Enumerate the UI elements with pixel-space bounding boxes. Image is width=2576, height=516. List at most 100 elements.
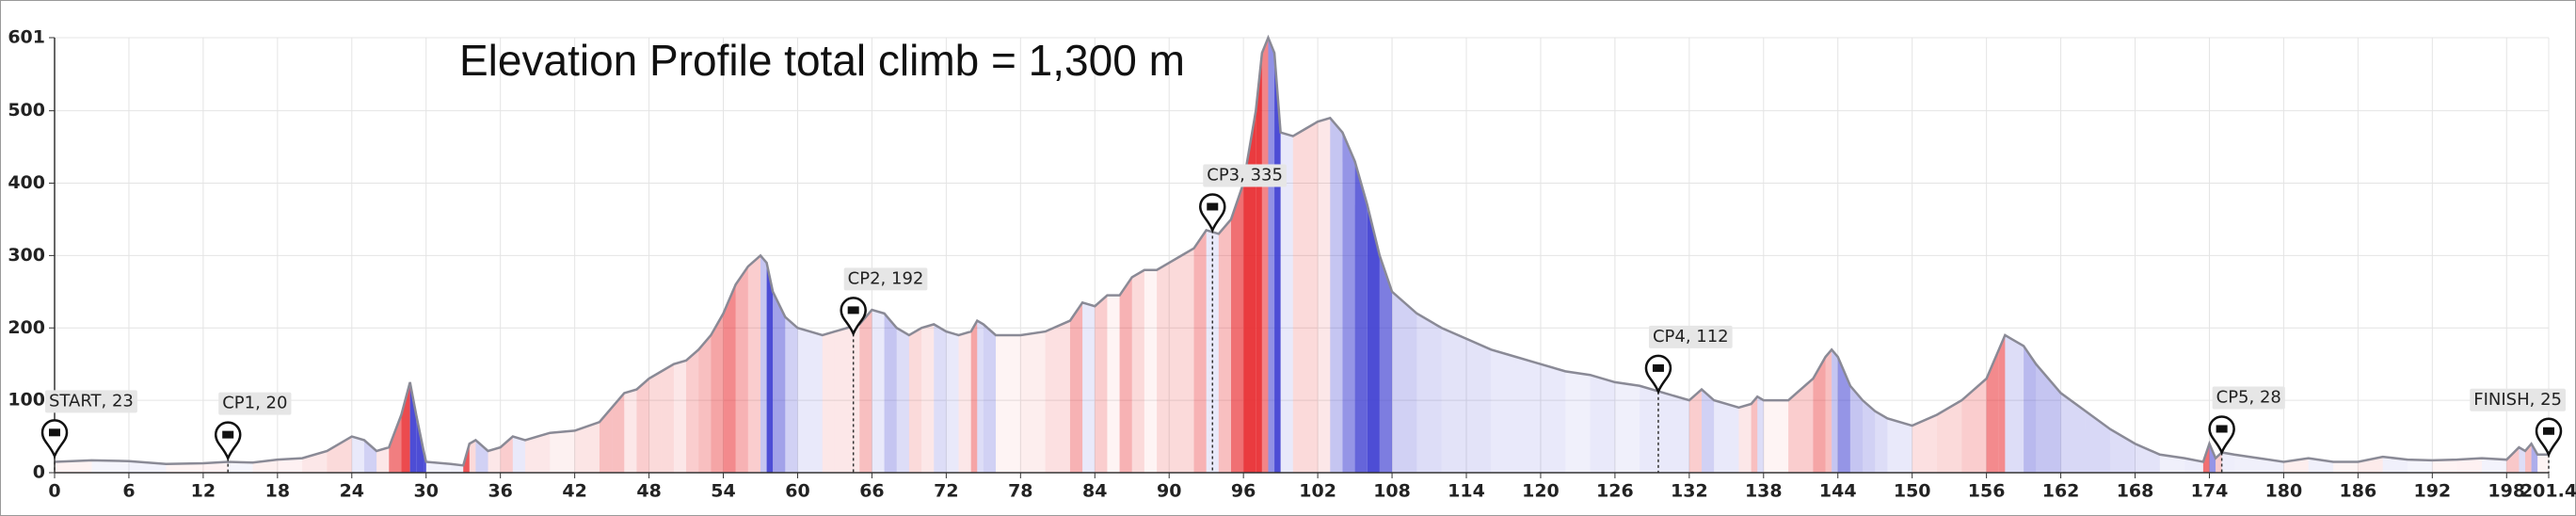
x-tick-label: 150	[1894, 481, 1931, 502]
checkpoint-pin	[1199, 193, 1226, 234]
checkpoint-label-bg	[1203, 164, 1287, 187]
x-tick-label: 36	[488, 481, 512, 502]
slope-stripe	[1193, 230, 1207, 474]
slope-stripe	[1887, 418, 1912, 473]
slope-stripe	[1144, 269, 1158, 473]
slope-stripe	[2408, 460, 2433, 473]
slope-stripe	[1702, 389, 1715, 473]
slope-stripe	[1107, 295, 1120, 473]
slope-stripe	[723, 284, 736, 473]
x-tick-label: 174	[2191, 481, 2229, 502]
slope-stripe	[1751, 396, 1758, 473]
x-tick-label: 90	[1157, 481, 1181, 502]
slope-stripe	[1131, 269, 1144, 473]
slope-stripe	[91, 460, 129, 473]
slope-stripe	[2456, 458, 2482, 473]
slope-stripe	[859, 310, 872, 473]
slope-stripe	[1590, 375, 1615, 473]
slope-stripe	[760, 255, 767, 473]
y-tick-label: 601	[8, 27, 45, 48]
checkpoint-label: FINISH, 25	[2473, 390, 2562, 410]
slope-stripe	[1318, 118, 1331, 473]
y-tick-label: 200	[8, 317, 45, 338]
slope-stripe	[1379, 255, 1393, 473]
slope-stripe	[1231, 183, 1244, 473]
checkpoint-icon	[2216, 425, 2228, 433]
slope-stripes	[55, 38, 2549, 474]
slope-stripe	[1937, 400, 1962, 473]
slope-stripe	[1912, 414, 1937, 473]
slope-stripe	[1330, 118, 1343, 473]
slope-stripe	[2036, 363, 2061, 473]
slope-stripe	[228, 461, 253, 473]
slope-stripe	[1354, 161, 1368, 473]
slope-stripe	[946, 331, 959, 473]
slope-stripe	[834, 328, 848, 473]
slope-stripe	[1119, 277, 1132, 473]
slope-stripe	[970, 320, 978, 473]
slope-stripe	[1045, 320, 1070, 473]
slope-stripe	[488, 447, 501, 473]
checkpoint-icon	[222, 430, 234, 439]
checkpoint-icon	[49, 428, 60, 437]
x-tick-label: 96	[1231, 481, 1256, 502]
checkpoints: START, 23 CP1, 20 CP2, 192 CP3, 335 CP4, 112…	[40, 164, 2566, 473]
slope-stripe	[1726, 403, 1739, 473]
checkpoint-pin	[214, 421, 242, 461]
slope-stripe	[1243, 110, 1256, 474]
slope-stripe	[884, 313, 897, 473]
x-tick-label: 114	[1448, 481, 1485, 502]
slope-stripe	[2135, 443, 2160, 473]
x-tick-label: 60	[785, 481, 809, 502]
slope-stripe	[550, 430, 575, 473]
slope-stripe	[921, 324, 935, 473]
x-tick-label: 120	[1522, 481, 1560, 502]
slope-stripe	[624, 389, 637, 473]
checkpoint-icon	[847, 306, 859, 314]
slope-stripe	[537, 432, 551, 473]
x-tick-label: 144	[1819, 481, 1857, 502]
slope-stripe	[2481, 458, 2507, 473]
slope-stripe	[2060, 393, 2086, 473]
x-tick-label: 6	[122, 481, 135, 502]
axes: 0 100 200 300 400 500 601 0 6 12 18 24 30 36 42 48 54 60 6…	[8, 27, 2576, 502]
slope-stripe	[1169, 255, 1182, 473]
slope-stripe	[977, 320, 984, 473]
slope-stripe	[2233, 454, 2260, 473]
x-tick-label: 102	[1299, 481, 1336, 502]
checkpoint-icon	[2543, 427, 2554, 435]
checkpoint-icon	[1207, 202, 1219, 211]
slope-stripe	[2519, 447, 2525, 473]
slope-stripe	[1020, 331, 1046, 473]
slope-stripe	[2382, 457, 2408, 473]
slope-stripe	[409, 381, 417, 473]
slope-stripe	[166, 463, 203, 473]
slope-stripe	[475, 440, 488, 473]
slope-stripe	[1292, 128, 1305, 473]
slope-stripe	[1813, 357, 1826, 473]
slope-stripe	[1274, 53, 1281, 473]
slope-stripe	[686, 349, 699, 473]
profile-line	[54, 34, 2549, 467]
x-tick-label: 48	[636, 481, 661, 502]
slope-stripe	[1268, 38, 1275, 473]
slope-stripe	[1664, 393, 1689, 473]
x-tick-label: 24	[340, 481, 364, 502]
slope-stripe	[934, 324, 947, 473]
x-tick-label: 0	[48, 481, 60, 502]
x-tick-label: 108	[1373, 481, 1411, 502]
checkpoint-label-bg	[1648, 325, 1733, 348]
checkpoint-label: CP3, 335	[1207, 165, 1283, 185]
slope-stripe	[612, 393, 625, 473]
slope-stripe	[711, 313, 724, 473]
slope-stripe	[1181, 248, 1194, 473]
checkpoint-label-bg	[45, 390, 137, 413]
slope-stripe	[574, 422, 600, 473]
slope-stripe	[512, 436, 525, 473]
slope-stripe	[1082, 302, 1096, 473]
slope-stripe	[2432, 460, 2457, 473]
slope-stripe	[1837, 357, 1850, 473]
x-tick-label: 126	[1596, 481, 1634, 502]
slope-stripe	[673, 360, 687, 473]
